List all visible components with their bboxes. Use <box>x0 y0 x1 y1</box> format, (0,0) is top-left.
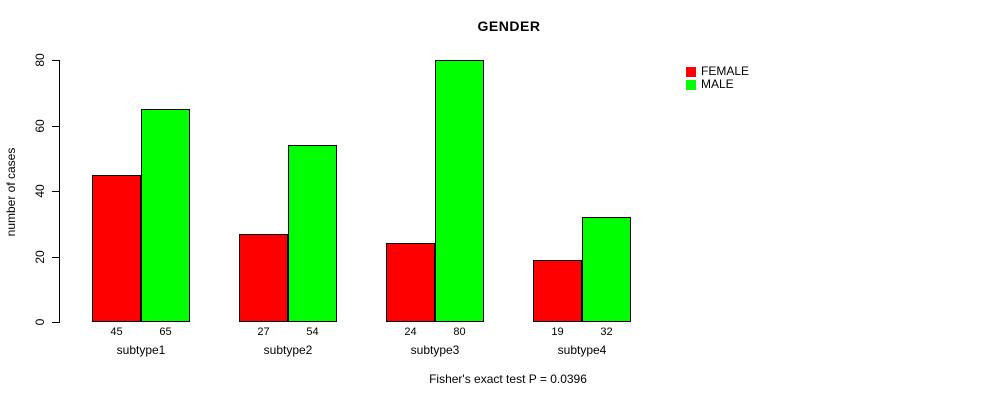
x-category-label: subtype2 <box>263 342 313 357</box>
bar-value-label: 27 <box>257 325 270 338</box>
legend-label-male: MALE <box>701 77 734 91</box>
y-axis-line <box>59 60 60 323</box>
x-category-label: subtype4 <box>557 342 607 357</box>
bar-value-label: 45 <box>110 325 123 338</box>
bar-male-subtype1 <box>141 109 190 322</box>
y-tick-mark <box>52 191 59 192</box>
legend-label-female: FEMALE <box>701 64 750 78</box>
bar-value-label: 80 <box>453 325 466 338</box>
x-category-label: subtype1 <box>116 342 166 357</box>
legend: FEMALE MALE <box>686 65 749 91</box>
legend-item-female: FEMALE <box>686 65 749 78</box>
legend-swatch-female <box>686 66 696 77</box>
bar-female-subtype1 <box>92 174 141 322</box>
bar-female-subtype4 <box>533 259 582 322</box>
y-tick-mark <box>52 322 59 323</box>
bar-male-subtype2 <box>288 145 337 322</box>
bar-male-subtype3 <box>435 60 484 322</box>
y-tick-label: 0 <box>33 318 47 326</box>
bar-value-label: 24 <box>404 325 417 338</box>
y-axis-title: number of cases <box>4 147 18 237</box>
y-tick-mark <box>52 256 59 258</box>
bar-female-subtype3 <box>386 243 435 322</box>
y-tick-label: 40 <box>33 184 47 198</box>
bar-value-label: 65 <box>159 325 172 338</box>
legend-item-male: MALE <box>686 78 749 91</box>
bar-female-subtype2 <box>239 233 288 322</box>
bar-male-subtype4 <box>582 217 631 322</box>
bar-value-label: 19 <box>551 325 564 338</box>
fisher-test-annotation: Fisher's exact test P = 0.0396 <box>429 372 587 386</box>
y-tick-label: 80 <box>33 53 47 67</box>
legend-swatch-male <box>686 79 696 90</box>
y-tick-label: 20 <box>33 249 47 264</box>
y-tick-label: 60 <box>33 118 47 133</box>
y-tick-mark <box>52 125 59 127</box>
x-category-label: subtype3 <box>410 342 460 357</box>
y-tick-mark <box>52 60 59 61</box>
chart-title: GENDER <box>477 18 541 34</box>
bar-value-label: 32 <box>600 325 613 338</box>
bar-value-label: 54 <box>306 325 319 338</box>
